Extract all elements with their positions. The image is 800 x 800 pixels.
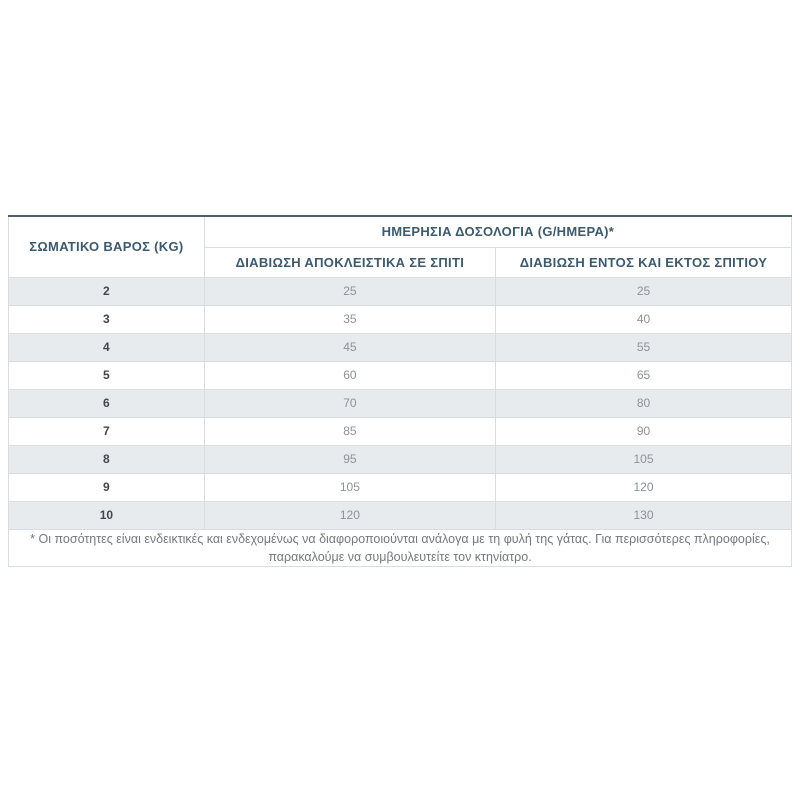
weight-cell: 7: [8, 416, 205, 446]
dosage-table-body: 2 25 25 3 35 40 4 45 55 5 60 65 6 70 80 7 85 90 8 95 105 9 105…: [8, 276, 792, 530]
dosage-table-container: ΣΩΜΑΤΙΚΟ ΒΑΡΟΣ (KG) ΗΜΕΡΗΣΙΑ ΔΟΣΟΛΟΓΙΑ (…: [8, 215, 793, 567]
weight-cell: 9: [8, 472, 205, 502]
dosage-indoor-outdoor-cell: 55: [495, 332, 792, 362]
dosage-indoor-outdoor-cell: 90: [495, 416, 792, 446]
table-row: 9 105 120: [8, 472, 792, 502]
table-row: 5 60 65: [8, 360, 792, 390]
dosage-indoor-only-cell: 60: [203, 360, 497, 390]
table-row: 7 85 90: [8, 416, 792, 446]
table-row: 3 35 40: [8, 304, 792, 334]
dosage-indoor-outdoor-cell: 130: [495, 500, 792, 530]
dosage-table: ΣΩΜΑΤΙΚΟ ΒΑΡΟΣ (KG) ΗΜΕΡΗΣΙΑ ΔΟΣΟΛΟΓΙΑ (…: [8, 215, 793, 567]
header-row-sub: ΔΙΑΒΙΩΣΗ ΑΠΟΚΛΕΙΣΤΙΚΑ ΣΕ ΣΠΙΤΙ ΔΙΑΒΙΩΣΗ …: [9, 246, 792, 278]
column-header-indoor-outdoor: ΔΙΑΒΙΩΣΗ ΕΝΤΟΣ ΚΑΙ ΕΚΤΟΣ ΣΠΙΤΙΟΥ: [495, 246, 792, 278]
dosage-indoor-outdoor-cell: 65: [495, 360, 792, 390]
column-header-indoor-only: ΔΙΑΒΙΩΣΗ ΑΠΟΚΛΕΙΣΤΙΚΑ ΣΕ ΣΠΙΤΙ: [203, 246, 497, 278]
dosage-indoor-outdoor-cell: 25: [495, 276, 792, 306]
dosage-indoor-only-cell: 120: [203, 500, 497, 530]
weight-cell: 2: [8, 276, 205, 306]
dosage-indoor-outdoor-cell: 120: [495, 472, 792, 502]
dosage-indoor-only-cell: 105: [203, 472, 497, 502]
weight-cell: 10: [8, 500, 205, 530]
dosage-table-foot: * Οι ποσότητες είναι ενδεικτικές και ενδ…: [8, 528, 792, 567]
dosage-table-head: ΣΩΜΑΤΙΚΟ ΒΑΡΟΣ (KG) ΗΜΕΡΗΣΙΑ ΔΟΣΟΛΟΓΙΑ (…: [8, 215, 793, 278]
dosage-indoor-outdoor-cell: 80: [495, 388, 792, 418]
dosage-indoor-only-cell: 95: [203, 444, 497, 474]
weight-cell: 8: [8, 444, 205, 474]
table-row: 6 70 80: [8, 388, 792, 418]
weight-cell: 6: [8, 388, 205, 418]
dosage-indoor-only-cell: 35: [203, 304, 497, 334]
dosage-indoor-only-cell: 70: [203, 388, 497, 418]
header-row-main: ΣΩΜΑΤΙΚΟ ΒΑΡΟΣ (KG) ΗΜΕΡΗΣΙΑ ΔΟΣΟΛΟΓΙΑ (…: [8, 215, 793, 278]
weight-cell: 3: [8, 304, 205, 334]
dosage-indoor-only-cell: 25: [203, 276, 497, 306]
column-header-body-weight: ΣΩΜΑΤΙΚΟ ΒΑΡΟΣ (KG): [8, 215, 205, 278]
weight-cell: 5: [8, 360, 205, 390]
dosage-indoor-outdoor-cell: 40: [495, 304, 792, 334]
dosage-indoor-outdoor-cell: 105: [495, 444, 792, 474]
column-header-daily-dosage: ΗΜΕΡΗΣΙΑ ΔΟΣΟΛΟΓΙΑ (G/ΗΜΕΡΑ)*: [203, 215, 793, 248]
table-row: 8 95 105: [8, 444, 792, 474]
footnote-row: * Οι ποσότητες είναι ενδεικτικές και ενδ…: [8, 528, 792, 567]
dosage-indoor-only-cell: 85: [203, 416, 497, 446]
footnote-text: * Οι ποσότητες είναι ενδεικτικές και ενδ…: [8, 528, 792, 567]
weight-cell: 4: [8, 332, 205, 362]
table-row: 4 45 55: [8, 332, 792, 362]
dosage-indoor-only-cell: 45: [203, 332, 497, 362]
table-row: 2 25 25: [8, 276, 792, 306]
table-row: 10 120 130: [8, 500, 792, 530]
